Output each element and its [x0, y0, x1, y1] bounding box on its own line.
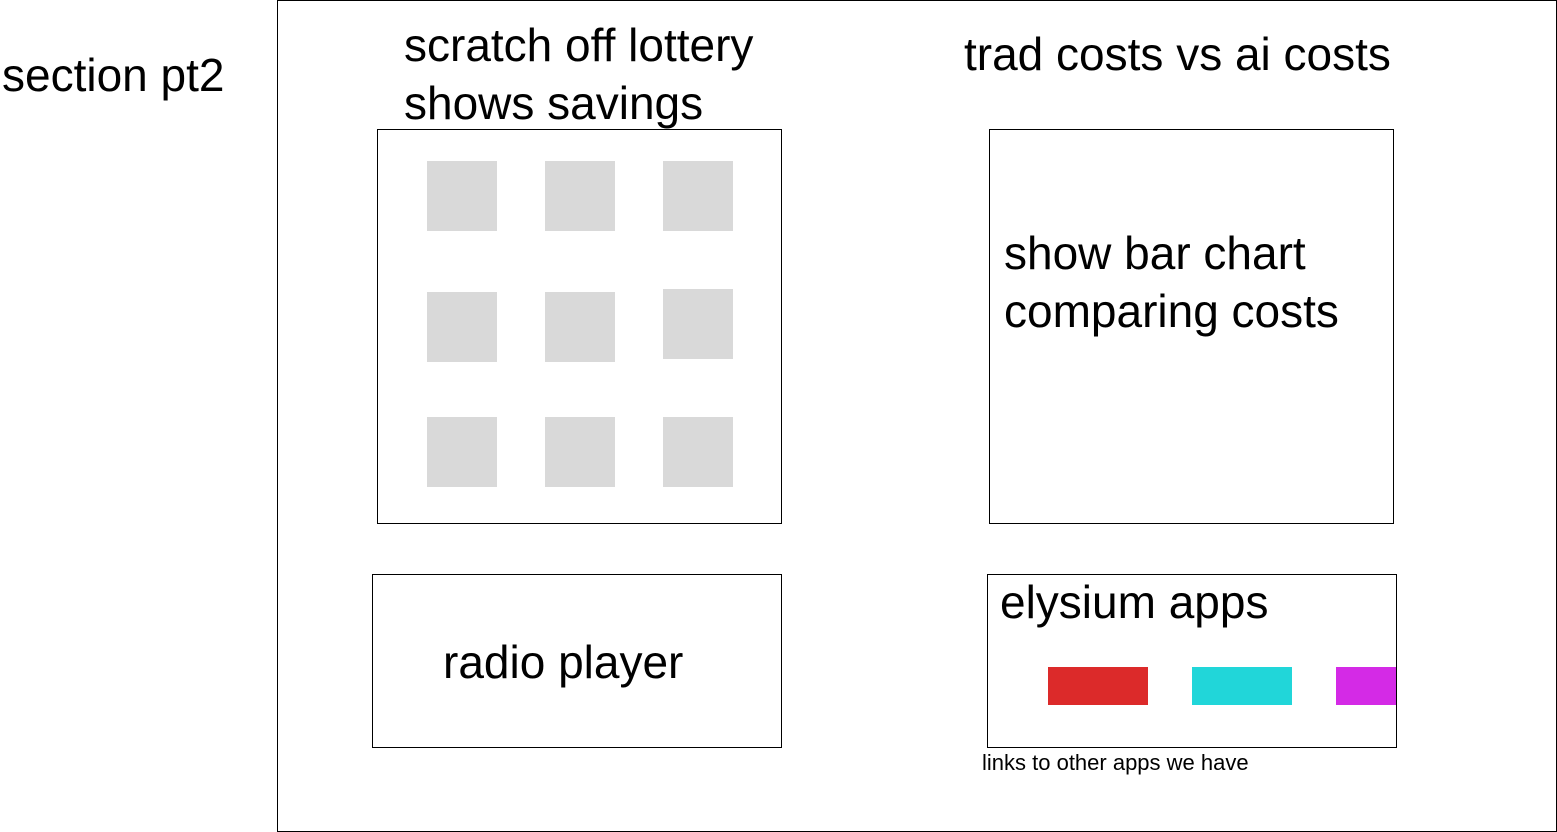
- scratch-tile[interactable]: [427, 292, 497, 362]
- cost-chart-panel: show bar chart comparing costs: [989, 129, 1394, 524]
- scratch-tile[interactable]: [545, 417, 615, 487]
- scratch-tile[interactable]: [663, 417, 733, 487]
- app-link-red[interactable]: [1048, 667, 1148, 705]
- scratch-tile[interactable]: [663, 161, 733, 231]
- cost-chart-placeholder-line1: show bar chart: [1004, 227, 1306, 279]
- cost-chart-placeholder: show bar chart comparing costs: [1004, 224, 1339, 340]
- scratch-lottery-panel: [377, 129, 782, 524]
- app-link-cyan[interactable]: [1192, 667, 1292, 705]
- elysium-apps-title: elysium apps: [1000, 576, 1269, 628]
- costs-title: trad costs vs ai costs: [964, 28, 1391, 80]
- scratch-tile[interactable]: [545, 161, 615, 231]
- section-label: section pt2: [2, 49, 225, 101]
- app-link-magenta[interactable]: [1336, 667, 1396, 705]
- elysium-apps-panel: elysium apps: [987, 574, 1397, 748]
- scratch-tile[interactable]: [545, 292, 615, 362]
- lottery-title: scratch off lottery shows savings: [404, 16, 753, 132]
- apps-note: links to other apps we have: [982, 750, 1249, 775]
- cost-chart-placeholder-line2: comparing costs: [1004, 285, 1339, 337]
- scratch-tile[interactable]: [663, 289, 733, 359]
- radio-player-panel[interactable]: radio player: [372, 574, 782, 748]
- lottery-title-line1: scratch off lottery: [404, 19, 754, 71]
- radio-player-label: radio player: [443, 636, 684, 688]
- scratch-tile[interactable]: [427, 417, 497, 487]
- lottery-title-line2: shows savings: [404, 77, 704, 129]
- scratch-tile[interactable]: [427, 161, 497, 231]
